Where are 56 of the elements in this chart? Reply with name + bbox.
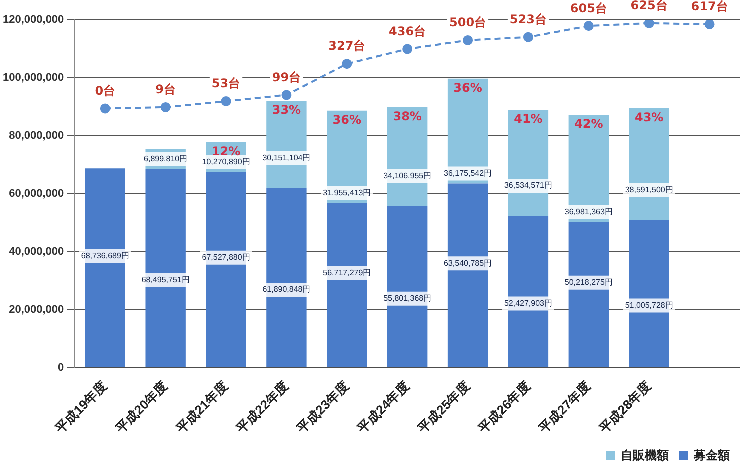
x-tick-label: 平成27年度 xyxy=(535,378,594,437)
x-tick-label: 平成20年度 xyxy=(112,378,170,437)
data-label: 68,736,689円 xyxy=(81,251,130,260)
data-label: 34,106,955円 xyxy=(384,171,432,180)
x-tick-label: 平成22年度 xyxy=(233,378,292,437)
y-tick-label: 0 xyxy=(58,362,64,374)
data-label: 61,890,848円 xyxy=(262,285,311,294)
annotation: 42% xyxy=(574,117,604,132)
legend-label: 募金額 xyxy=(693,448,730,462)
data-label: 55,801,368円 xyxy=(384,294,432,304)
x-tick-label: 平成28年度 xyxy=(596,378,654,437)
data-label: 50,218,275円 xyxy=(564,278,613,288)
data-label: 436台 xyxy=(389,24,426,38)
x-tick-label: 平成24年度 xyxy=(354,378,412,437)
data-label: 523台 xyxy=(510,12,547,26)
data-label: 31,955,413円 xyxy=(323,188,372,198)
y-tick-label: 60,000,000 xyxy=(9,188,64,200)
data-label: 67,527,880円 xyxy=(202,253,250,262)
data-label: 30,151,104円 xyxy=(262,154,311,163)
x-tick-label: 平成25年度 xyxy=(414,378,473,437)
data-label: 52,427,903円 xyxy=(504,298,552,308)
x-tick-label: 平成26年度 xyxy=(474,378,534,437)
data-label: 0台 xyxy=(95,84,116,98)
data-label: 6,899,810円 xyxy=(144,154,188,164)
data-label: 500台 xyxy=(449,16,487,30)
x-tick-label: 平成23年度 xyxy=(293,378,352,437)
data-label: 36,981,363円 xyxy=(564,208,613,217)
data-label: 56,717,279円 xyxy=(323,268,372,278)
legend-label: 自販機額 xyxy=(621,448,669,462)
annotation: 43% xyxy=(634,110,664,124)
data-label: 605台 xyxy=(570,1,608,16)
x-tick-label: 平成19年度 xyxy=(52,378,110,437)
data-label: 327台 xyxy=(328,39,366,54)
annotation: 12% xyxy=(212,144,241,158)
annotation: 33% xyxy=(272,103,302,118)
data-label: 51,005,728円 xyxy=(625,300,674,310)
data-label: 36,175,542円 xyxy=(444,168,492,178)
annotation: 36% xyxy=(454,80,482,95)
x-tick-label: 平成21年度 xyxy=(172,378,231,437)
annotation: 38% xyxy=(393,109,422,124)
data-label: 53台 xyxy=(212,76,241,91)
data-label: 36,534,571円 xyxy=(504,181,552,190)
data-label: 38,591,500円 xyxy=(625,185,674,194)
data-label: 99台 xyxy=(272,70,302,84)
annotation: 36% xyxy=(332,112,362,127)
y-tick-label: 80,000,000 xyxy=(9,130,64,142)
data-label: 617台 xyxy=(691,0,728,14)
data-label: 10,270,890円 xyxy=(202,157,250,166)
y-tick-label: 20,000,000 xyxy=(9,304,64,316)
data-label: 68,495,751円 xyxy=(142,276,190,285)
y-tick-label: 40,000,000 xyxy=(9,246,64,258)
y-tick-label: 120,000,000 xyxy=(3,14,64,26)
y-tick-label: 100,000,000 xyxy=(3,72,64,84)
data-label: 63,540,785円 xyxy=(444,258,492,268)
data-label: 9台 xyxy=(156,82,176,97)
annotation: 41% xyxy=(514,112,543,126)
